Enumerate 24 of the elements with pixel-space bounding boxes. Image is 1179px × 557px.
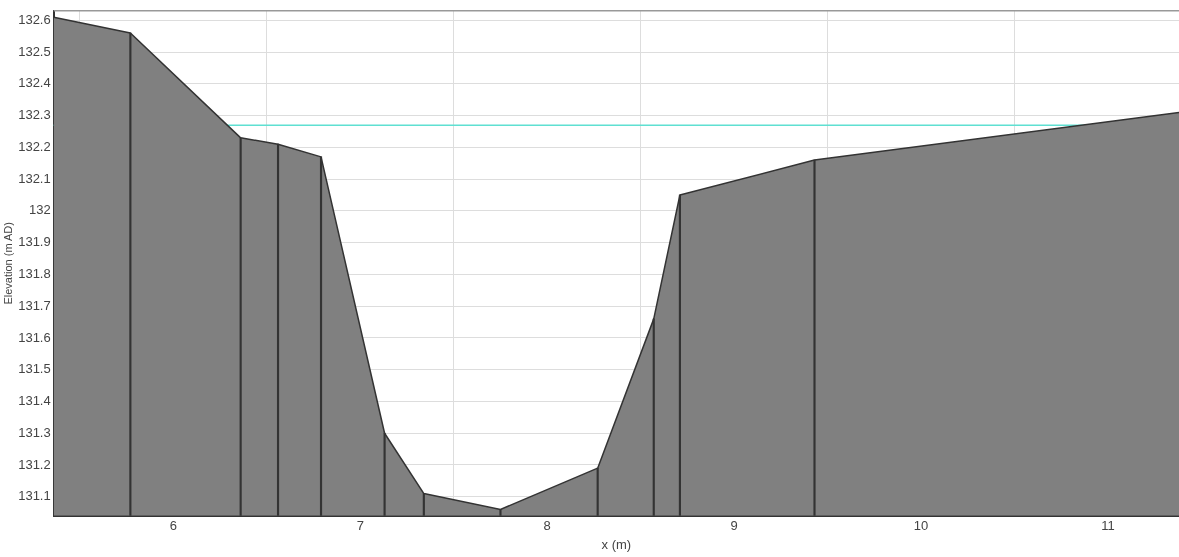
y-tick-label: 132.3	[18, 107, 51, 123]
y-tick-label: 132.1	[18, 170, 51, 186]
y-tick-label: 131.5	[18, 361, 51, 377]
y-tick-label: 132.4	[18, 75, 51, 91]
x-tick-label: 8	[543, 518, 551, 534]
y-tick-label: 131.8	[18, 265, 51, 281]
y-axis-title: Elevation (m AD)	[1, 222, 14, 305]
y-tick-label: 131.6	[18, 329, 51, 345]
y-tick-label: 131.2	[18, 456, 51, 472]
y-tick-label: 131.9	[18, 234, 51, 250]
y-tick-label: 131.3	[18, 424, 51, 440]
x-axis-title: x (m)	[601, 536, 632, 552]
x-tick-label: 6	[169, 518, 177, 534]
y-tick-label: 131.7	[18, 297, 51, 313]
y-tick-label: 132.6	[18, 11, 51, 27]
x-tick-label: 7	[356, 518, 364, 534]
y-tick-label: 132.2	[18, 138, 51, 154]
y-tick-label: 131.1	[18, 488, 51, 504]
y-tick-label: 132	[29, 202, 51, 218]
x-tick-label: 11	[1101, 518, 1115, 534]
y-tick-label: 132.5	[18, 43, 51, 59]
x-tick-label: 9	[730, 518, 738, 534]
y-tick-label: 131.4	[18, 393, 51, 409]
x-tick-label: 10	[913, 518, 929, 534]
